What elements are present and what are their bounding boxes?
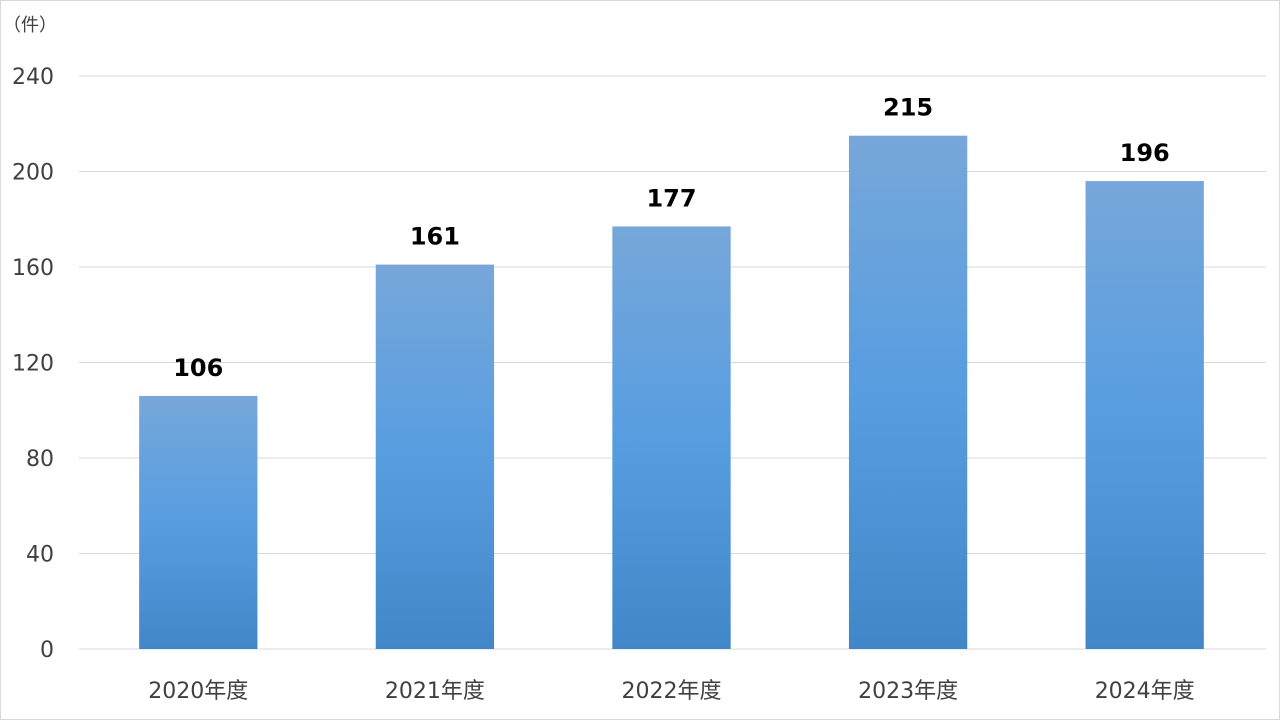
y-tick-label-0: 0	[40, 638, 54, 663]
data-label-2: 161	[410, 223, 460, 251]
y-tick-label-80: 80	[26, 447, 54, 472]
bar-4	[848, 135, 968, 649]
data-label-5: 196	[1120, 139, 1170, 167]
bar-5	[1085, 181, 1204, 650]
y-axis-unit-label: （件）	[3, 15, 57, 36]
x-category-label-3: 2022年度	[622, 679, 722, 704]
bar-2	[375, 264, 495, 649]
data-labels: 106 161 177 215 196	[173, 94, 1170, 382]
x-category-label-1: 2020年度	[148, 679, 248, 704]
y-axis-tick-labels: 0 40 80 120 160 200 240	[12, 65, 54, 663]
y-tick-label-240: 240	[12, 65, 54, 90]
data-label-4: 215	[883, 94, 933, 122]
bar-3	[612, 226, 731, 649]
data-label-1: 106	[173, 354, 223, 382]
y-tick-label-40: 40	[26, 543, 54, 568]
data-label-3: 177	[646, 184, 696, 212]
bars	[139, 135, 1204, 650]
bar-1	[139, 395, 258, 649]
x-axis-category-labels: 2020年度 2021年度 2022年度 2023年度 2024年度	[148, 679, 1194, 704]
y-tick-label-160: 160	[12, 256, 54, 281]
y-tick-label-200: 200	[12, 161, 54, 186]
x-category-label-4: 2023年度	[858, 679, 958, 704]
y-tick-label-120: 120	[12, 352, 54, 377]
x-category-label-5: 2024年度	[1095, 679, 1195, 704]
x-category-label-2: 2021年度	[385, 679, 485, 704]
